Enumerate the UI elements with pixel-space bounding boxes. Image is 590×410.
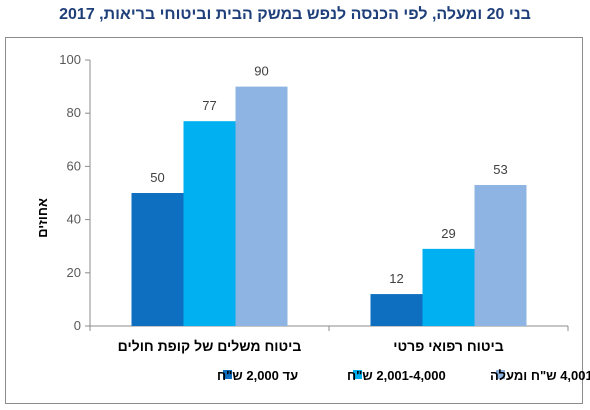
legend-swatch-2 [353,370,362,379]
data-label: 12 [389,271,403,286]
bar-1-3 [235,86,288,326]
legend-swatch-1 [223,370,232,379]
category-label: ביטוח רפואי פרטי [393,338,503,354]
bar-2-2 [422,248,475,326]
data-label: 29 [441,226,455,241]
y-tick-label: 20 [67,265,81,280]
y-tick-label: 60 [67,158,81,173]
legend-label-3: 4,001 ש"ח ומעלה [490,368,590,383]
bar-1-2 [183,121,236,327]
chart-title: בני 20 ומעלה, לפי הכנסה לנפש במשק הבית ו… [59,6,531,23]
bar-2-3 [474,185,527,326]
legend-swatch-3 [496,370,505,379]
bar-1-1 [131,193,184,326]
y-tick-label: 0 [74,318,81,333]
bar-2-1 [370,294,423,326]
data-label: 90 [254,64,268,79]
data-label: 50 [150,170,164,185]
category-label: ביטוח משלים של קופת חולים [118,338,302,354]
legend-label-1: עד 2,000 ש"ח [217,368,298,383]
y-tick-label: 80 [67,105,81,120]
legend-label-2: 2,001-4,000 ש"ח [347,368,446,383]
data-label: 77 [202,98,216,113]
y-tick-label: 100 [59,52,81,67]
y-axis-label: אחוזים [35,198,50,238]
data-label: 53 [493,162,507,177]
y-tick-label: 40 [67,212,81,227]
chart-frame [5,37,583,404]
